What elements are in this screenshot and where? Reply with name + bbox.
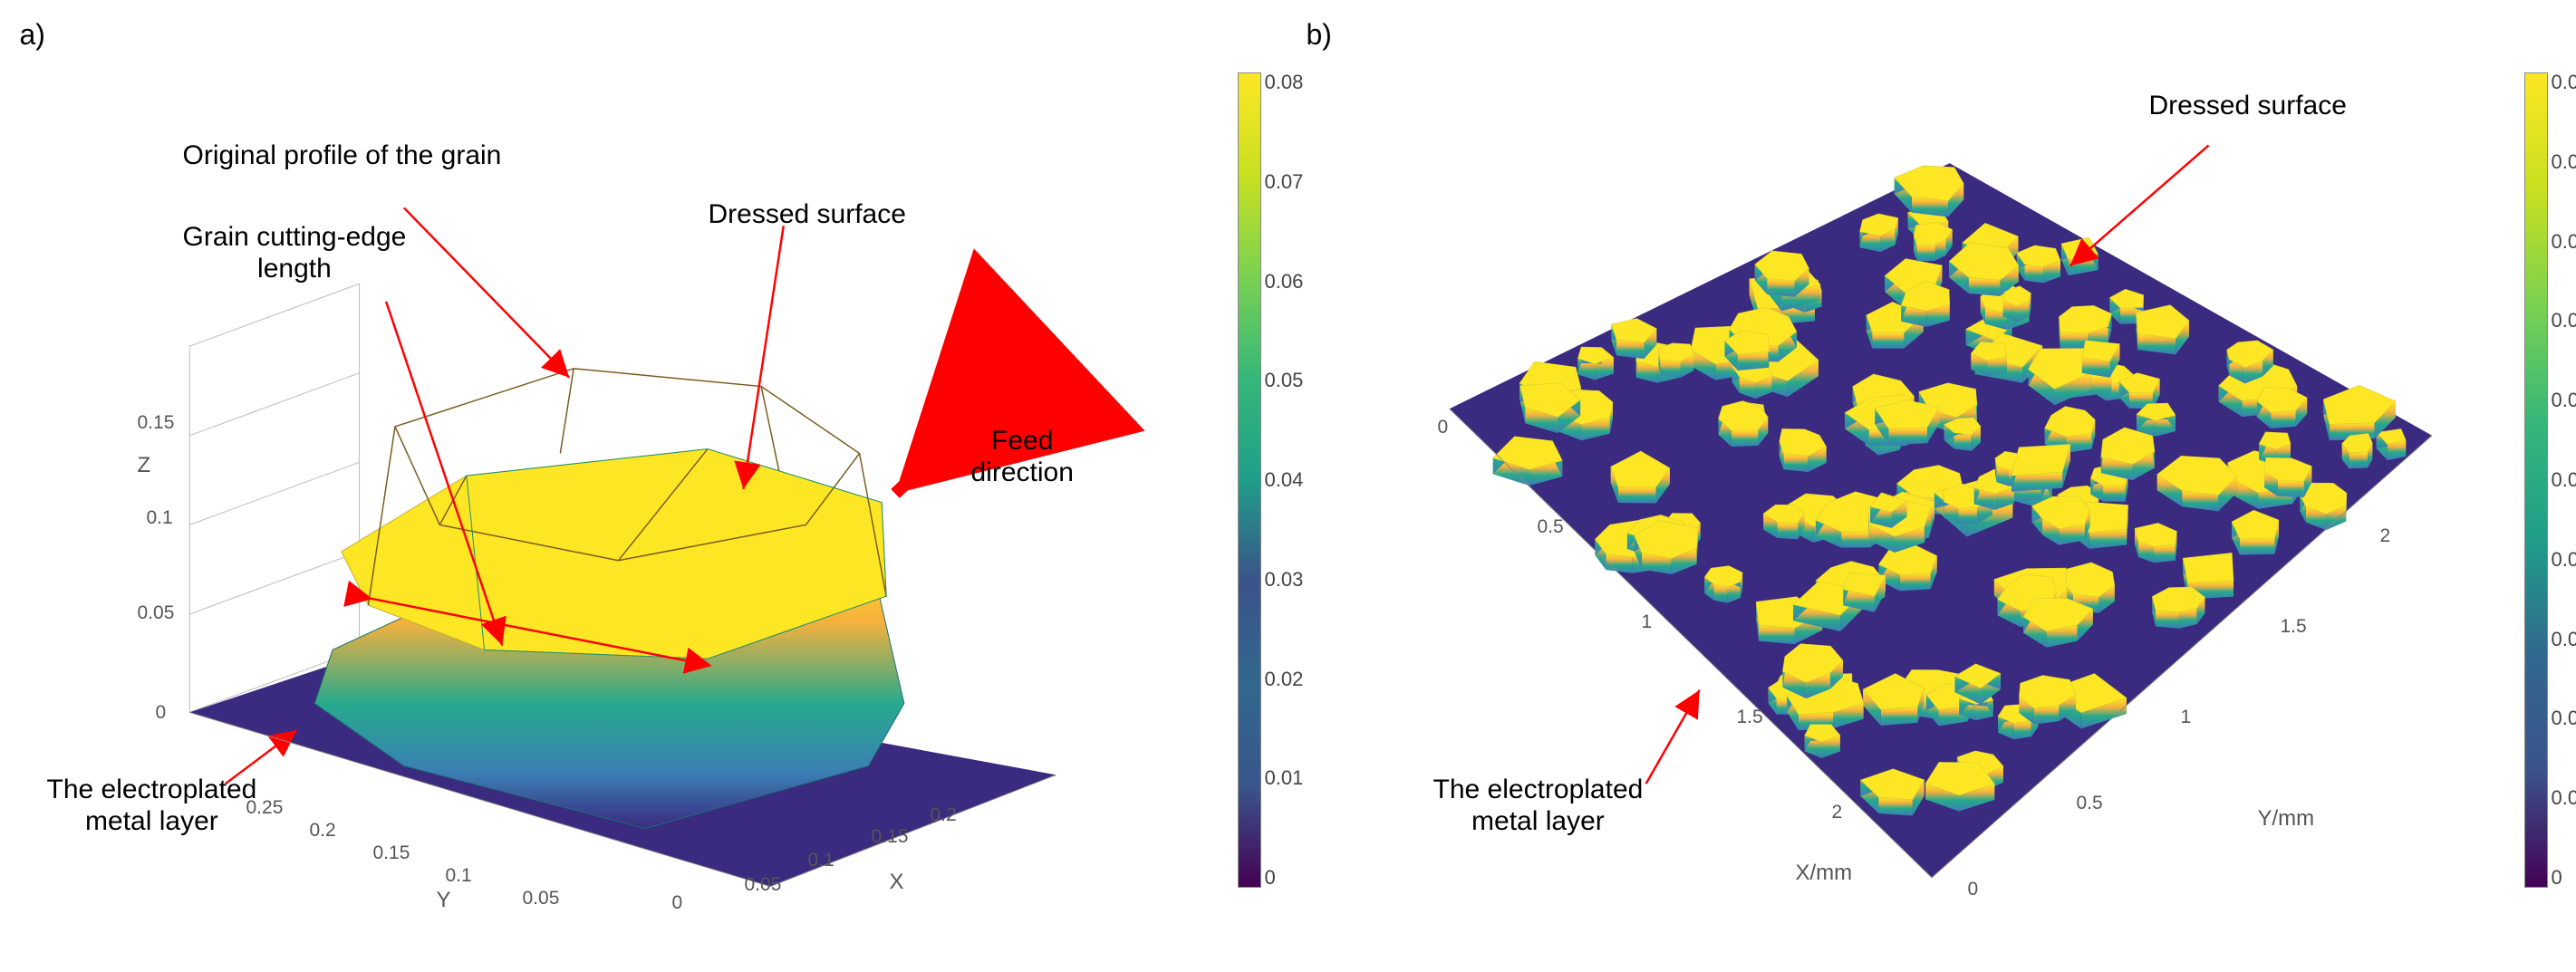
x-tick-b: 1.5 [1737,707,1763,728]
colorbar-ticks-a: 0.080.070.060.050.040.030.020.010 [1265,72,1304,888]
metal-layer-plane-b [1449,163,2431,878]
x-tick: 0.15 [872,826,909,848]
y-tick-b: 1 [2181,707,2192,728]
dressed-surface [341,449,885,659]
panel-b: b) [1307,18,2557,951]
annotation-arrows-a [225,207,783,784]
ann-cutting-edge: Grain cutting-edge length [183,222,407,284]
panel-b-plot: Dressed surface The electroplated metal … [1307,18,2557,951]
y-tick: 0.1 [446,865,472,887]
z-tick: 0.05 [138,602,175,624]
figure-container: a) [20,18,2557,951]
colorbar-gradient-a [1238,72,1261,888]
panel-a-plot: Original profile of the grain Grain cutt… [20,18,1270,951]
z-axis-label: Z [138,453,151,478]
x-tick: 0.05 [745,874,782,896]
ann-feed-direction: Feed direction [971,426,1074,488]
x-axis-label-b: X/mm [1796,861,1853,886]
x-tick: 0.2 [931,804,957,826]
ann-metal-layer-b: The electroplated metal layer [1433,775,1644,837]
grains-group [1492,166,2406,816]
z-tick: 0 [156,702,167,724]
y-tick: 0.25 [246,797,284,819]
colorbar-gradient-b [2524,72,2548,888]
ann-dressed-surface-a: Dressed surface [709,199,906,231]
y-tick-b: 2 [2380,525,2391,547]
y-tick: 0.2 [310,820,336,842]
x-tick-b: 0.5 [1538,516,1564,538]
panel-a: a) [20,18,1270,951]
grain-side-surface [314,552,904,829]
y-tick: 0.15 [373,842,410,864]
ann-dressed-surface-b: Dressed surface [2149,91,2347,122]
original-profile-wire [368,369,886,605]
x-axis-label: X [890,870,904,895]
y-tick: 0.05 [523,888,560,909]
colorbar-b: 0.050.0450.040.0350.030.0250.020.0150.01… [2524,72,2548,888]
z-tick: 0.15 [138,412,175,434]
ann-metal-layer-a: The electroplated metal layer [47,775,257,837]
x-tick: 0.1 [808,850,835,871]
ann-original-profile: Original profile of the grain [183,140,502,172]
x-tick-b: 0 [1438,417,1449,438]
x-tick: 0 [672,892,683,914]
y-tick-b: 0 [1968,879,1979,900]
x-tick-b: 2 [1832,802,1843,823]
y-axis-label-b: Y/mm [2258,806,2315,832]
y-tick-b: 1.5 [2281,616,2307,638]
feed-arrow [895,427,967,494]
colorbar-ticks-b: 0.050.0450.040.0350.030.0250.020.0150.01… [2552,72,2576,888]
annotation-arrows-b [1645,145,2208,784]
z-tick: 0.1 [147,507,173,529]
y-tick-b: 0.5 [2077,793,2103,814]
metal-layer-plane [189,650,1056,886]
x-tick-b: 1 [1642,611,1653,633]
y-axis-label: Y [437,888,451,913]
colorbar-a: 0.080.070.060.050.040.030.020.010 [1238,72,1261,888]
